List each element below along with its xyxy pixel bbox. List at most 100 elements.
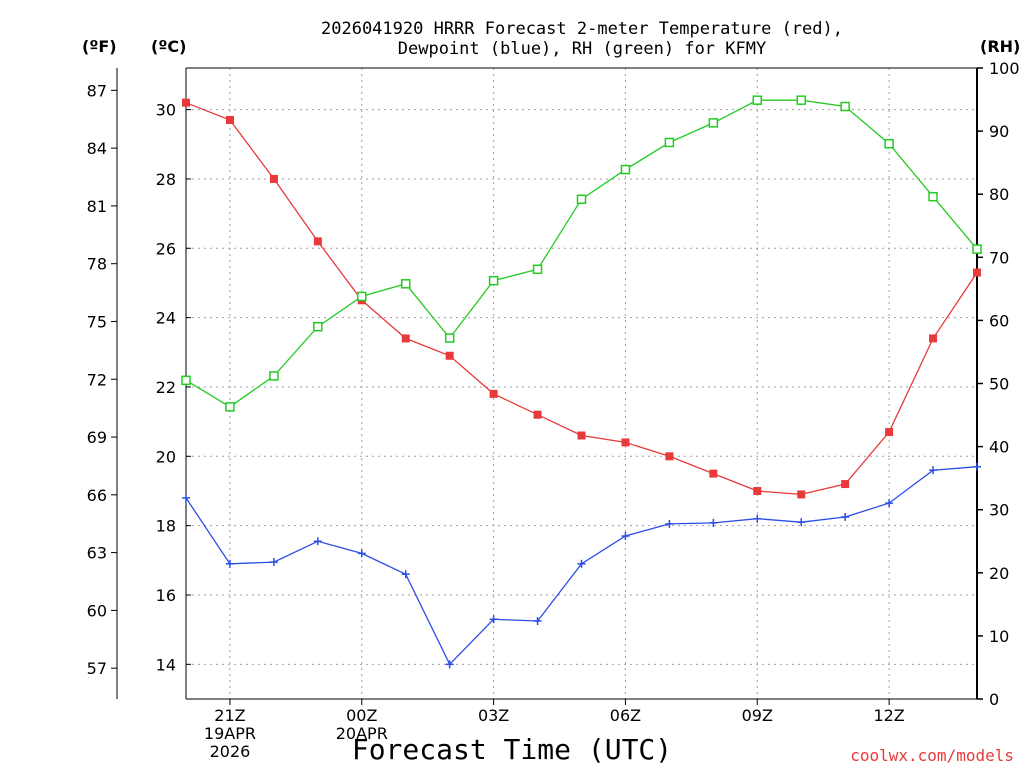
temperature-point	[533, 410, 542, 419]
dewpoint-point	[929, 466, 938, 475]
rh-point	[796, 95, 806, 105]
temperature-point	[489, 389, 498, 398]
rh-tick-label: 80	[989, 185, 1009, 204]
temperature-point	[841, 480, 850, 489]
rh-tick-label: 0	[989, 690, 999, 709]
dewpoint-point	[269, 558, 278, 567]
rh-point	[708, 118, 719, 128]
x-tick-label: 20APR	[336, 724, 388, 743]
rh-point	[444, 333, 455, 343]
celsius-tick-label: 16	[156, 586, 176, 605]
temperature-point	[621, 438, 630, 447]
temperature-point	[929, 334, 938, 343]
temperature-point	[577, 431, 586, 440]
rh-point	[313, 321, 323, 332]
dewpoint-point	[445, 660, 454, 669]
rh-point	[269, 371, 279, 381]
rh-point	[400, 279, 411, 289]
dewpoint-point	[885, 499, 894, 508]
celsius-tick-label: 28	[156, 170, 176, 189]
fahrenheit-tick-label: 57	[87, 659, 107, 678]
grid-lines	[186, 68, 977, 699]
temperature-point	[445, 351, 454, 360]
rh-tick-label: 50	[989, 375, 1009, 394]
dewpoint-point	[489, 615, 498, 624]
fahrenheit-tick-label: 84	[87, 139, 107, 158]
temperature-point	[973, 268, 981, 277]
x-tick-label: 2026	[210, 742, 251, 761]
dewpoint-point	[665, 519, 674, 528]
site-credit: coolwx.com/models	[850, 746, 1014, 765]
temperature-point	[797, 490, 806, 499]
dewpoint-point	[753, 514, 762, 523]
rh-tick-label: 70	[989, 248, 1009, 267]
fahrenheit-tick-label: 81	[87, 197, 107, 216]
temperature-point	[269, 174, 278, 183]
fahrenheit-tick-label: 72	[87, 370, 107, 389]
temperature-point	[665, 452, 674, 461]
dewpoint-point	[709, 518, 718, 527]
x-tick-label: 12Z	[873, 706, 904, 725]
dewpoint-point	[357, 549, 366, 558]
celsius-tick-label: 20	[156, 447, 176, 466]
celsius-unit-label: (ºC)	[151, 37, 186, 56]
fahrenheit-unit-label: (ºF)	[82, 37, 117, 56]
x-tick-label: 06Z	[610, 706, 641, 725]
temperature-point	[401, 334, 410, 343]
dewpoint-point	[841, 512, 850, 521]
rh-point	[532, 264, 543, 275]
dewpoint-point	[313, 537, 322, 546]
rh-tick-label: 100	[989, 59, 1020, 78]
x-tick-label: 00Z	[346, 706, 377, 725]
temperature-point	[885, 428, 894, 437]
rh-tick-label: 40	[989, 438, 1009, 457]
rh-point	[840, 101, 850, 112]
x-axis-title: Forecast Time (UTC)	[352, 733, 672, 766]
temperature-point	[225, 116, 234, 125]
rh-point	[357, 291, 367, 302]
rh-point	[884, 138, 894, 149]
x-tick-label: 21Z	[214, 706, 245, 725]
celsius-tick-label: 14	[156, 655, 176, 674]
celsius-tick-label: 24	[156, 309, 176, 328]
rh-point	[928, 191, 938, 202]
celsius-tick-label: 22	[156, 378, 176, 397]
temperature-point	[753, 486, 762, 495]
rh-tick-label: 30	[989, 501, 1009, 520]
chart-title-line2: Dewpoint (blue), RH (green) for KFMY	[398, 39, 766, 59]
chart-title-line1: 2026041920 HRRR Forecast 2-meter Tempera…	[321, 19, 843, 39]
rh-tick-label: 20	[989, 564, 1009, 583]
rh-point	[620, 164, 631, 175]
rh-point	[576, 194, 587, 204]
fahrenheit-tick-label: 75	[87, 312, 107, 331]
dewpoint-point	[225, 559, 234, 568]
rh-point	[972, 244, 982, 254]
temperature-point	[709, 469, 718, 478]
fahrenheit-tick-label: 66	[87, 486, 107, 505]
dewpoint-point	[401, 570, 410, 579]
rh-line	[185, 99, 978, 408]
dewpoint-point	[973, 462, 981, 471]
fahrenheit-tick-label: 87	[87, 81, 107, 100]
axes: 57 60 63 66 69 72 75 78 81 84 87 14 16 18 20 22 24 26 28 30…	[87, 59, 1020, 761]
rh-point	[664, 137, 675, 148]
x-tick-label: 09Z	[742, 706, 773, 725]
fahrenheit-tick-label: 69	[87, 428, 107, 447]
rh-point	[181, 375, 191, 386]
rh-tick-label: 10	[989, 627, 1009, 646]
fahrenheit-tick-label: 63	[87, 544, 107, 563]
dewpoint-point	[797, 518, 806, 527]
temperature-point	[182, 98, 190, 107]
dewpoint-point	[577, 559, 586, 568]
fahrenheit-tick-label: 60	[87, 601, 107, 620]
dewpoint-point	[533, 616, 542, 625]
rh-point	[752, 95, 763, 105]
celsius-tick-label: 30	[156, 101, 176, 120]
dewpoint-point	[182, 493, 190, 502]
rh-point	[225, 402, 235, 412]
rh-tick-label: 60	[989, 311, 1009, 330]
celsius-tick-label: 18	[156, 517, 176, 536]
rh-point	[488, 275, 499, 286]
dewpoint-point	[621, 532, 630, 541]
